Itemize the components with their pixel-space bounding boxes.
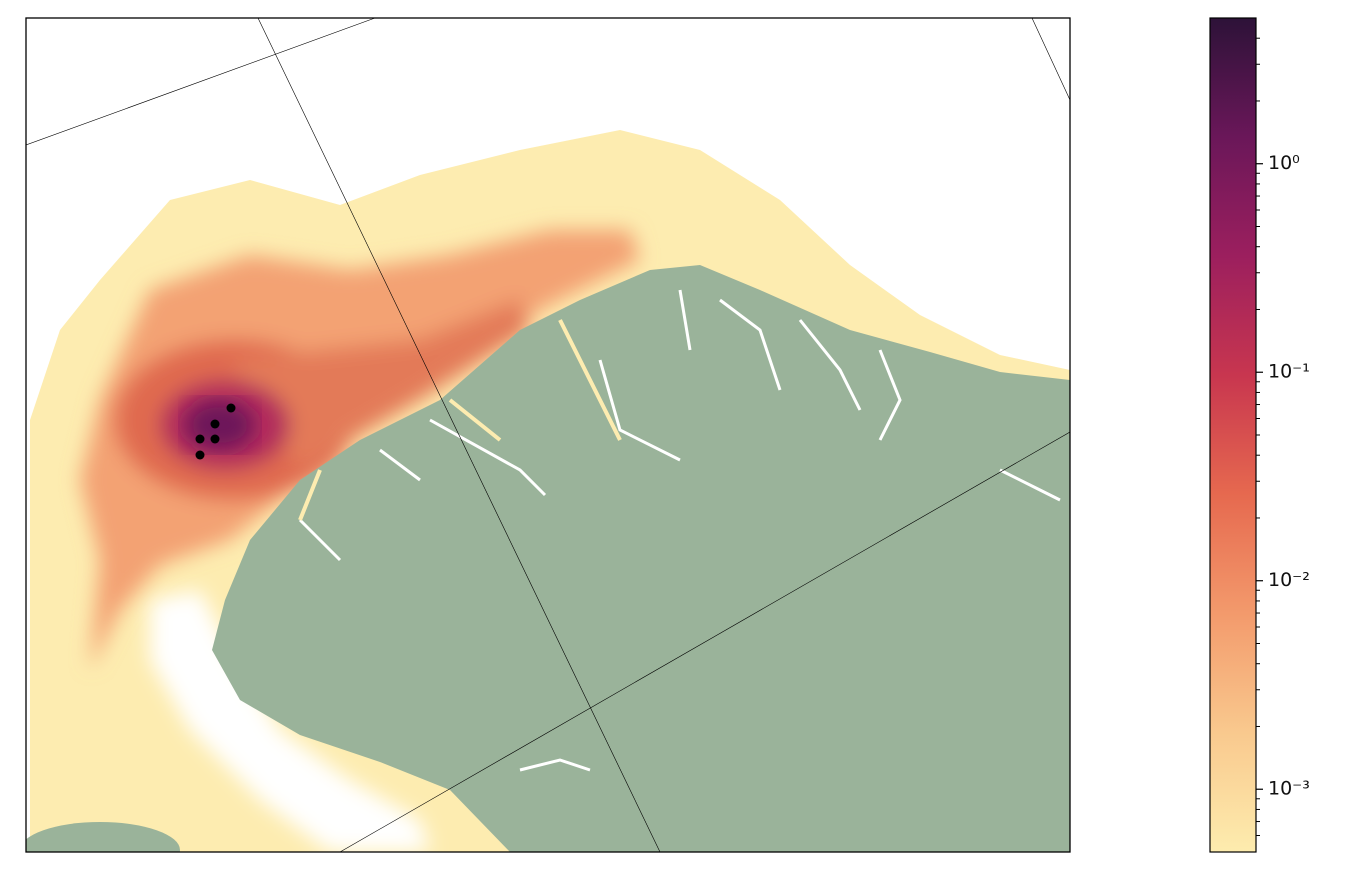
colorbar-tick-label: 10⁻²: [1268, 569, 1310, 591]
colorbar-tick-label: 10⁻¹: [1268, 361, 1310, 383]
graticule-line: [26, 18, 376, 146]
colorbar-tick-label: 10⁰: [1268, 152, 1300, 174]
plume-band: [230, 300, 530, 470]
land: [212, 265, 1070, 852]
colorbar-tick-label: 10⁻³: [1268, 778, 1310, 800]
graticule: [26, 18, 1070, 852]
colorbar: 10⁻³ 10⁻² 10⁻¹ 10⁰: [1209, 17, 1310, 853]
graticule-line: [257, 18, 661, 852]
release-points: [195, 403, 236, 460]
graticule-line: [1031, 18, 1070, 101]
colorbar-fill: [1210, 18, 1256, 852]
plume-mid: [80, 230, 640, 670]
map: [26, 18, 1070, 852]
plume-peak: [185, 400, 255, 450]
fjords: [298, 289, 1061, 772]
land-southwest: [26, 822, 180, 852]
release-point: [226, 403, 236, 413]
graticule-line: [339, 431, 1070, 852]
release-point: [195, 450, 205, 460]
release-point: [210, 434, 220, 444]
release-point: [195, 434, 205, 444]
map-frame: [25, 17, 1071, 853]
release-point: [210, 419, 220, 429]
fjord-shores: [298, 319, 622, 521]
